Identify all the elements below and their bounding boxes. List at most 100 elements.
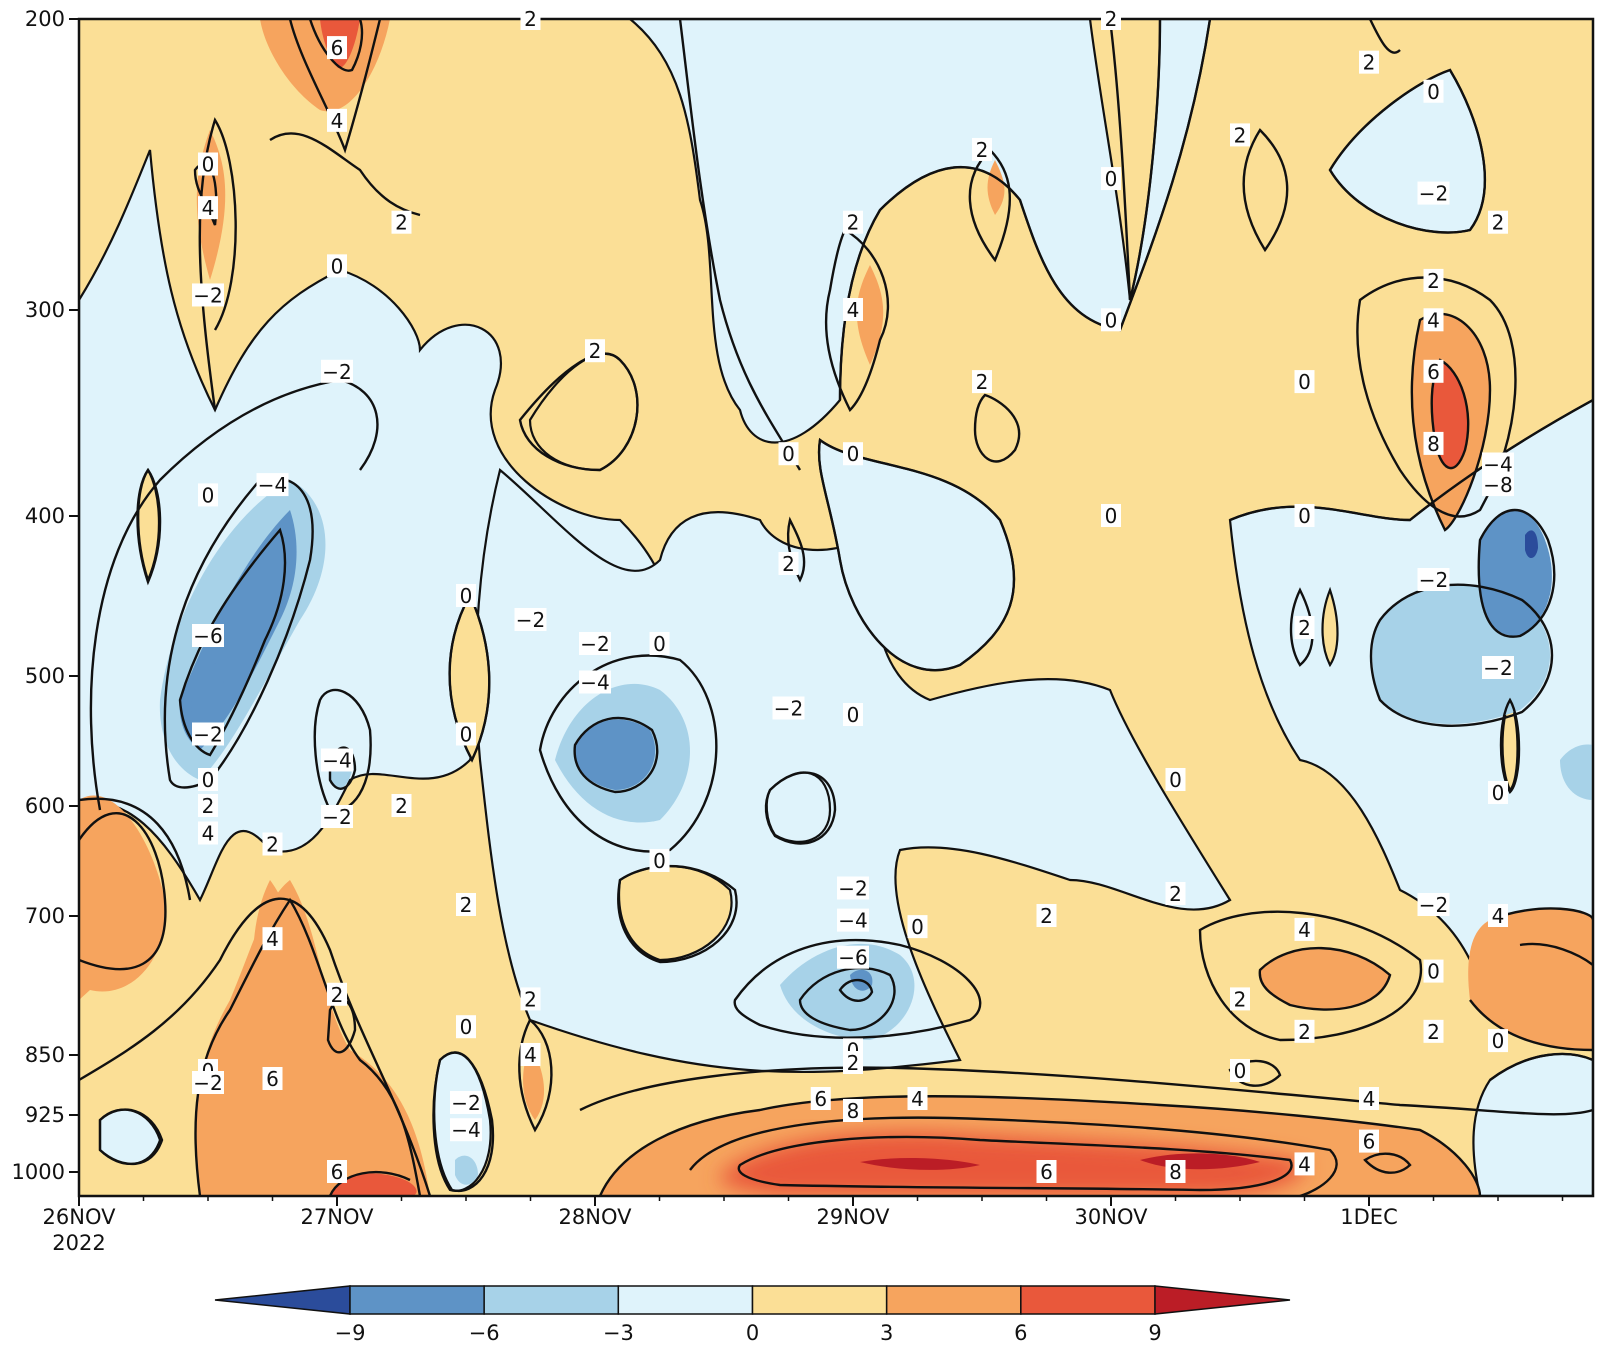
contour-label: 6 [1363,1130,1376,1154]
contour-label-box [972,137,992,161]
contour-label-box [456,722,476,746]
contour-label-box [843,442,863,466]
contour-label: 4 [1427,308,1440,332]
contour-label-box [192,283,224,307]
contour-label-box [198,483,218,507]
contour-line [98,1108,164,1165]
contour-label: 4 [202,822,215,846]
contour-line [432,1051,495,1193]
contour-line [1499,697,1521,794]
contour-label-box [198,794,218,817]
contour-label: 0 [1105,308,1118,332]
contour-line [1242,128,1289,253]
contour-line [786,516,806,583]
contour-label: 2 [1040,904,1053,928]
contour-label-box [198,196,218,220]
contour-label-box [198,768,218,791]
contour-label-box [1294,504,1315,527]
x-tick-label: 27NOV [301,1205,375,1229]
contour-line [328,1170,411,1196]
contour-label: 0 [911,915,924,939]
contour-line [89,378,379,811]
contour-label-box [1230,987,1250,1011]
contour-label-box [391,794,412,817]
contour-label: 2 [266,833,279,857]
colorbar-tick-label: 6 [1014,1321,1027,1345]
contour-label: 0 [460,1015,473,1039]
contour-label-box [1423,268,1444,292]
contour-label-box [1482,656,1514,679]
contour-line [178,527,287,757]
contour-label-box [1294,370,1315,394]
contour-label-box [1294,917,1315,941]
contour-line [1410,312,1492,532]
contour-label: −2 [580,632,609,656]
contour-label-box [778,552,799,575]
contour-label-box [192,624,224,647]
colorbar-segment [885,1285,1022,1315]
contour-label: 0 [782,442,795,466]
contour-label: 4 [266,927,279,951]
contour-label-box [198,821,218,845]
contour-label: −2 [193,283,222,307]
contour-label: −2 [1419,893,1448,917]
contour-label-box [327,108,347,132]
contour-label-box [1488,210,1508,234]
contour-label: 6 [814,1087,827,1111]
contour-label-box [327,982,347,1006]
warm-region-east-low [1468,908,1593,1050]
contour-line [448,592,491,763]
contour-label-box [192,722,224,746]
contour-line [1369,583,1554,727]
contour-label-box [649,632,670,655]
contour-label-box [972,370,992,394]
contour-label-box [837,908,869,932]
contour-label-box [579,632,611,655]
cool-region-center-core [574,719,656,790]
contour-label: 6 [331,36,344,60]
colorbar-segment [349,1285,485,1315]
colorbar-tick-label: 3 [880,1321,893,1345]
contour-line [598,1095,1482,1196]
contour-label-box [520,1043,541,1066]
x-tick-year-label: 2022 [52,1231,105,1255]
contour-label: 0 [202,153,215,177]
y-tick-label: 300 [25,298,65,322]
contour-label-box [1488,904,1508,927]
contour-label-box [1359,1087,1379,1110]
contour-line [678,19,802,471]
contour-line [1356,276,1517,518]
contour-label: 0 [1169,768,1182,792]
contour-label: 2 [589,339,602,363]
contour-label-box [810,1087,831,1110]
contour-label-box [1101,504,1121,527]
contour-label: −4 [322,749,351,773]
contour-label-box [1488,781,1508,804]
contour-line [689,1116,1338,1196]
contour-label: 2 [976,138,989,162]
contour-label: 0 [202,768,215,792]
contour-label-box [1488,1029,1508,1053]
contour-label: 0 [653,849,666,873]
contour-label-box [1423,959,1444,983]
colorbar-segment [1020,1285,1156,1315]
contour-label: 0 [847,442,860,466]
contour-label: 0 [1298,504,1311,528]
contour-label: 2 [331,983,344,1007]
contour-label-box [1165,768,1186,791]
contour-label-box [1423,1019,1444,1043]
contour-label: −2 [322,360,351,384]
contour-line [288,19,382,154]
plot-frame [77,17,1595,1198]
contour-label: 4 [331,109,344,133]
contour-label-box [520,7,541,30]
contour-label: −2 [193,723,222,747]
contour-line [1229,398,1593,522]
cool-region-mid [780,943,915,1040]
contour-label: −2 [1483,656,1512,680]
contour-label-box [1036,904,1057,927]
contour-label-box [1417,893,1450,916]
contour-label-box [514,608,547,631]
colorbar-segment [617,1285,754,1315]
